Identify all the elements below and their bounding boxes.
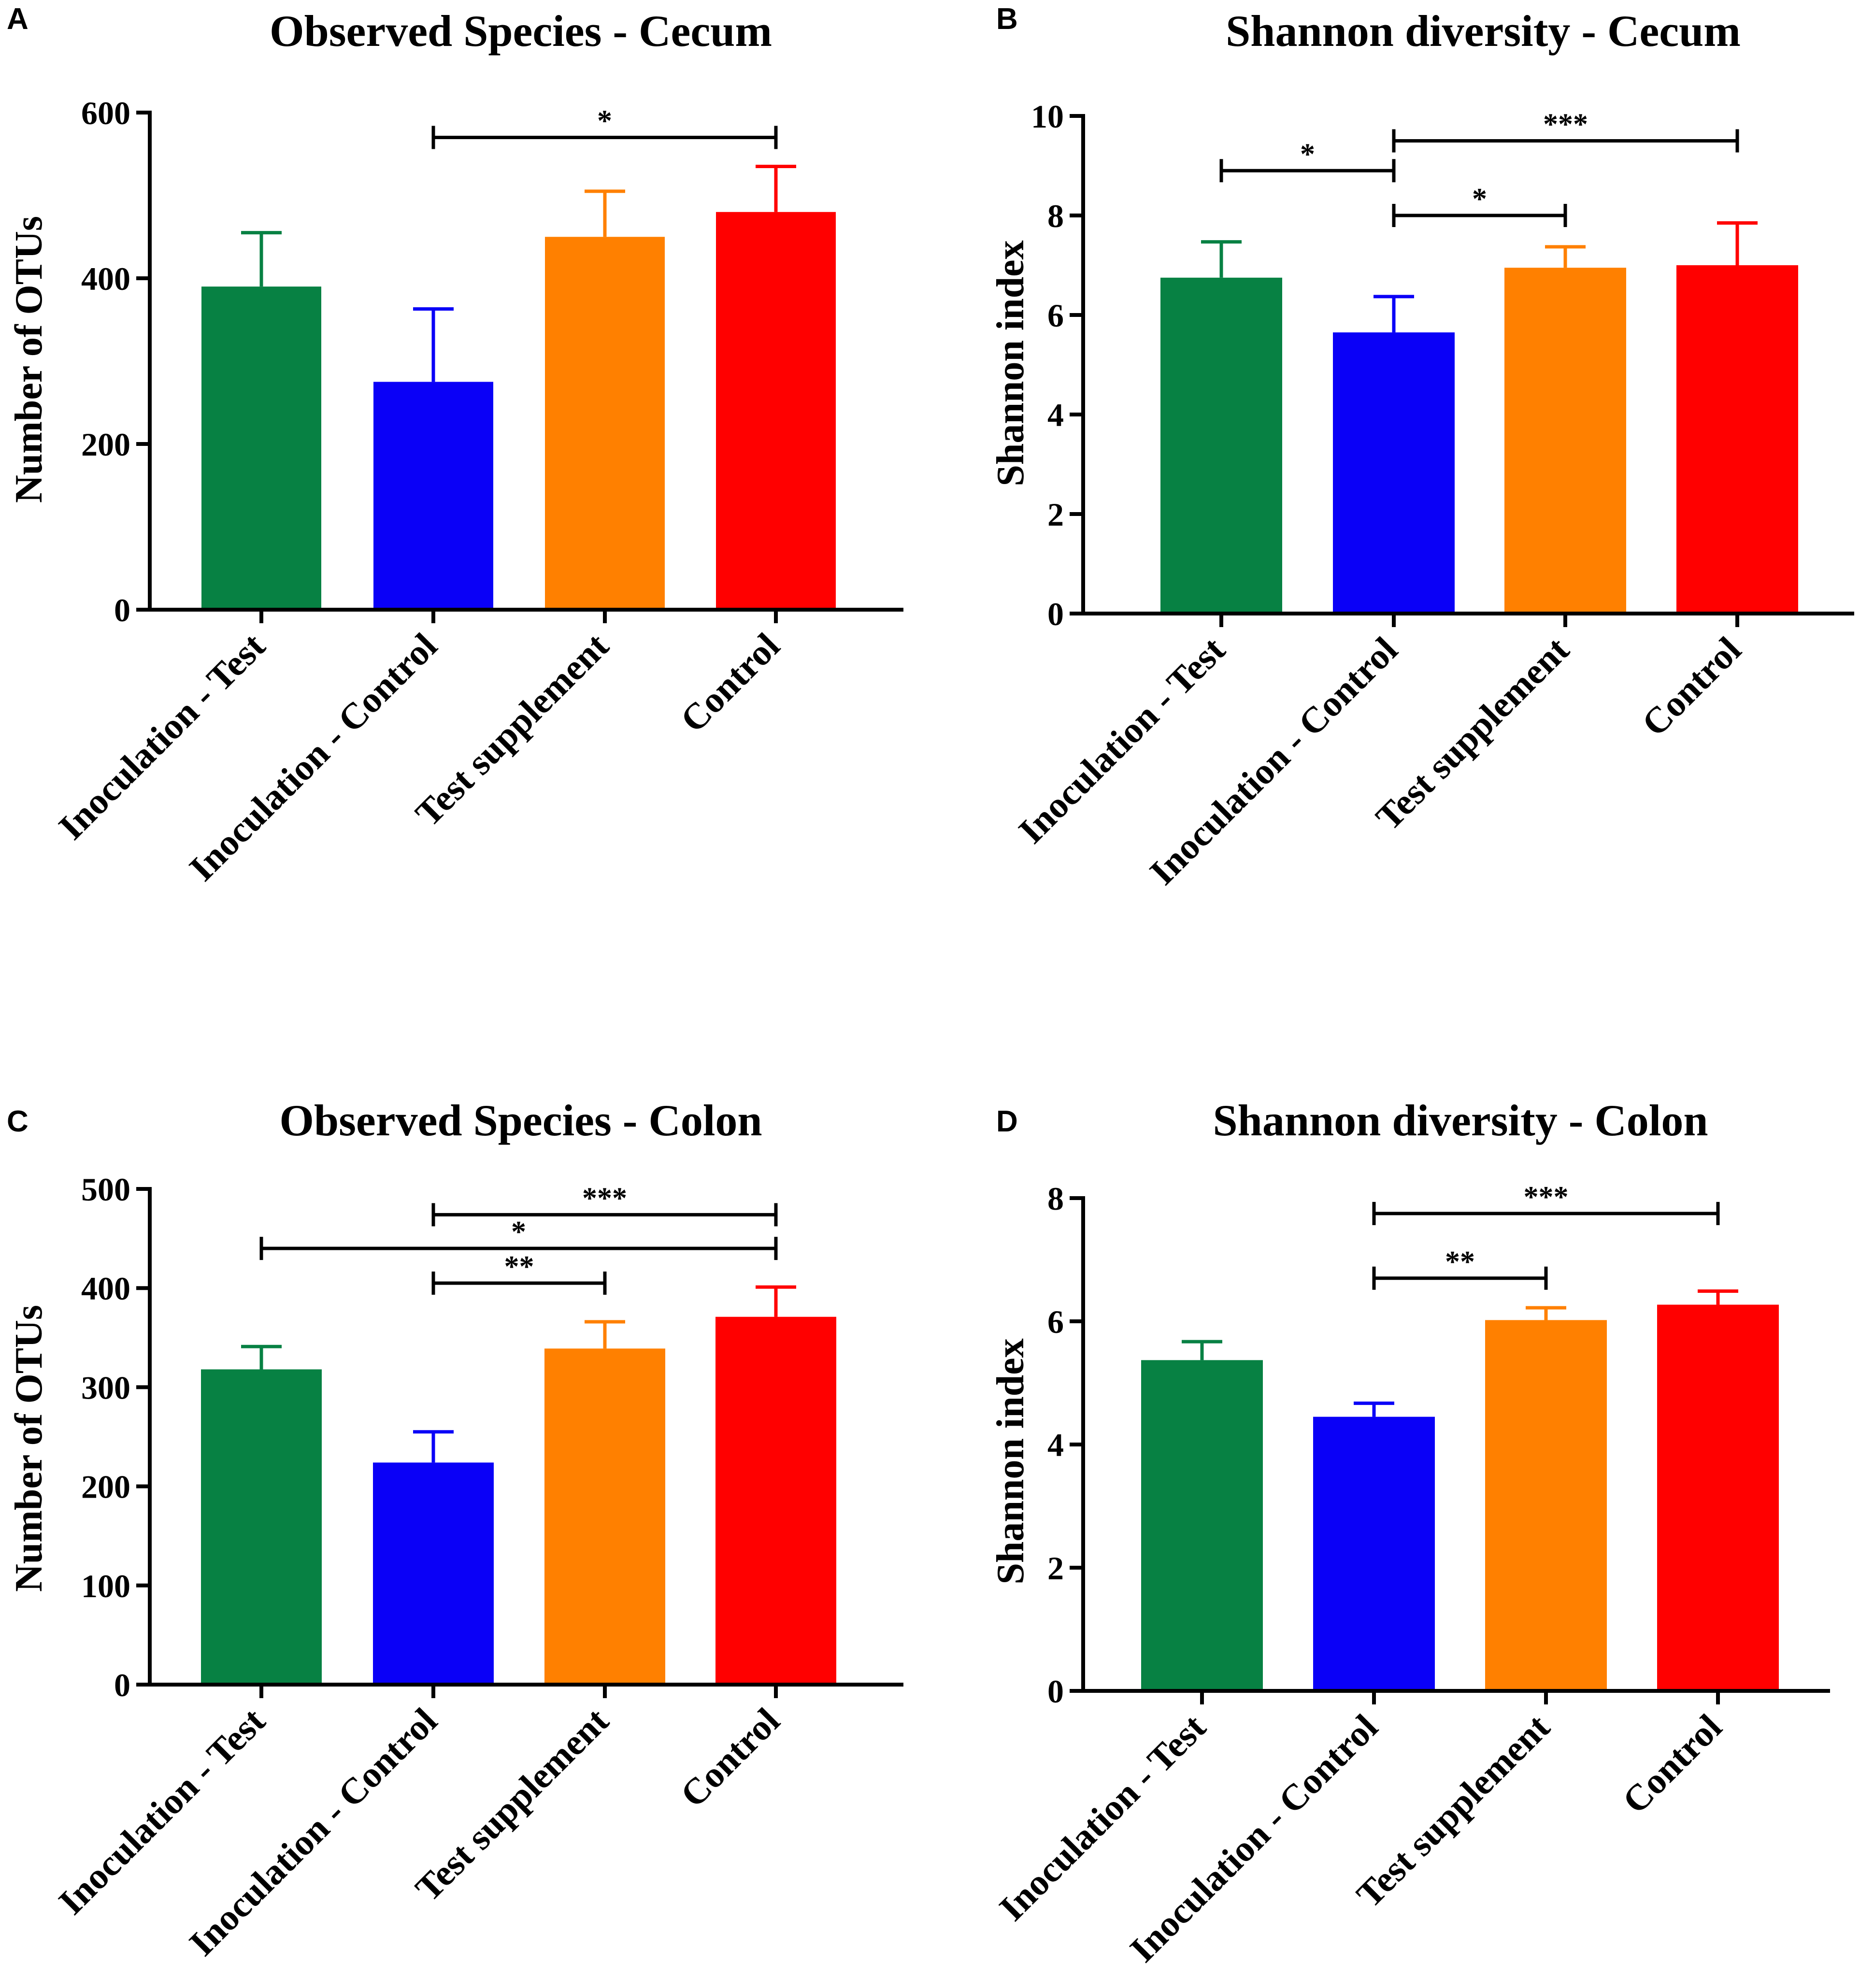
panel-b-letter: B	[996, 2, 1018, 36]
y-tick-label-d-1: 2	[1047, 1550, 1064, 1587]
panel-b-title: Shannon diversity - Cecum	[1226, 6, 1741, 56]
y-tick-label-c-5: 500	[81, 1171, 130, 1208]
y-tick-label-c-1: 100	[81, 1568, 130, 1604]
panel-c-ylabel: Number of OTUs	[8, 1305, 50, 1592]
y-tick-label-d-0: 0	[1047, 1673, 1064, 1710]
bar-b-2	[1333, 332, 1455, 614]
y-tick-label-d-3: 6	[1047, 1303, 1064, 1340]
y-tick-label-d-4: 8	[1047, 1180, 1064, 1217]
bar-d-4	[1657, 1304, 1779, 1691]
y-tick-label-c-3: 300	[81, 1369, 130, 1406]
y-tick-label-a-0: 0	[114, 592, 130, 629]
bar-a-4	[716, 212, 836, 610]
bar-b-3	[1504, 268, 1626, 614]
panel-a-title: Observed Species - Cecum	[270, 6, 772, 56]
panel-b-ylabel: Shannon index	[989, 240, 1032, 486]
bar-a-3	[545, 237, 665, 610]
y-tick-label-b-5: 10	[1031, 98, 1064, 135]
panel-c-letter: C	[7, 1105, 29, 1138]
y-tick-label-a-2: 400	[81, 260, 130, 297]
bar-c-1	[201, 1369, 322, 1685]
y-tick-label-c-2: 200	[81, 1469, 130, 1505]
panel-c-title: Observed Species - Colon	[279, 1096, 762, 1145]
sig-label-d-2: **	[1445, 1245, 1475, 1278]
y-tick-label-b-3: 6	[1047, 297, 1064, 334]
bar-b-1	[1160, 277, 1282, 614]
bar-a-1	[201, 286, 321, 610]
panel-d-title: Shannon diversity - Colon	[1213, 1096, 1708, 1145]
bar-d-3	[1485, 1320, 1607, 1691]
panel-c: C Observed Species - Colon Number of OTU…	[7, 1096, 903, 1964]
bar-d-1	[1141, 1360, 1263, 1691]
sig-label-b-3: *	[1472, 183, 1487, 215]
bar-c-3	[544, 1348, 665, 1685]
bar-d-2	[1313, 1416, 1435, 1691]
sig-label-c-1: ***	[582, 1182, 627, 1215]
sig-label-b-1: *	[1300, 138, 1315, 171]
panel-d-letter: D	[996, 1105, 1018, 1138]
panel-a-letter: A	[7, 2, 29, 36]
bar-b-4	[1676, 265, 1798, 614]
y-tick-label-c-0: 0	[114, 1667, 130, 1703]
sig-label-a-1: *	[597, 104, 612, 137]
panel-d-ylabel: Shannon index	[989, 1338, 1032, 1584]
sig-label-b-2: ***	[1543, 108, 1588, 141]
y-tick-label-c-4: 400	[81, 1270, 130, 1307]
bar-c-4	[715, 1316, 836, 1685]
bar-c-2	[373, 1462, 494, 1685]
sig-label-c-3: **	[504, 1250, 534, 1283]
y-tick-label-a-1: 200	[81, 426, 130, 463]
y-tick-label-b-0: 0	[1047, 596, 1064, 632]
y-tick-label-d-2: 4	[1047, 1427, 1064, 1463]
y-tick-label-b-4: 8	[1047, 198, 1064, 234]
y-tick-label-a-3: 600	[81, 95, 130, 131]
bar-a-2	[373, 382, 493, 610]
panel-a-ylabel: Number of OTUs	[8, 216, 50, 503]
y-tick-label-b-2: 4	[1047, 397, 1064, 433]
y-tick-label-b-1: 2	[1047, 496, 1064, 533]
sig-label-d-1: ***	[1524, 1181, 1569, 1214]
sig-label-c-2: *	[511, 1216, 526, 1248]
